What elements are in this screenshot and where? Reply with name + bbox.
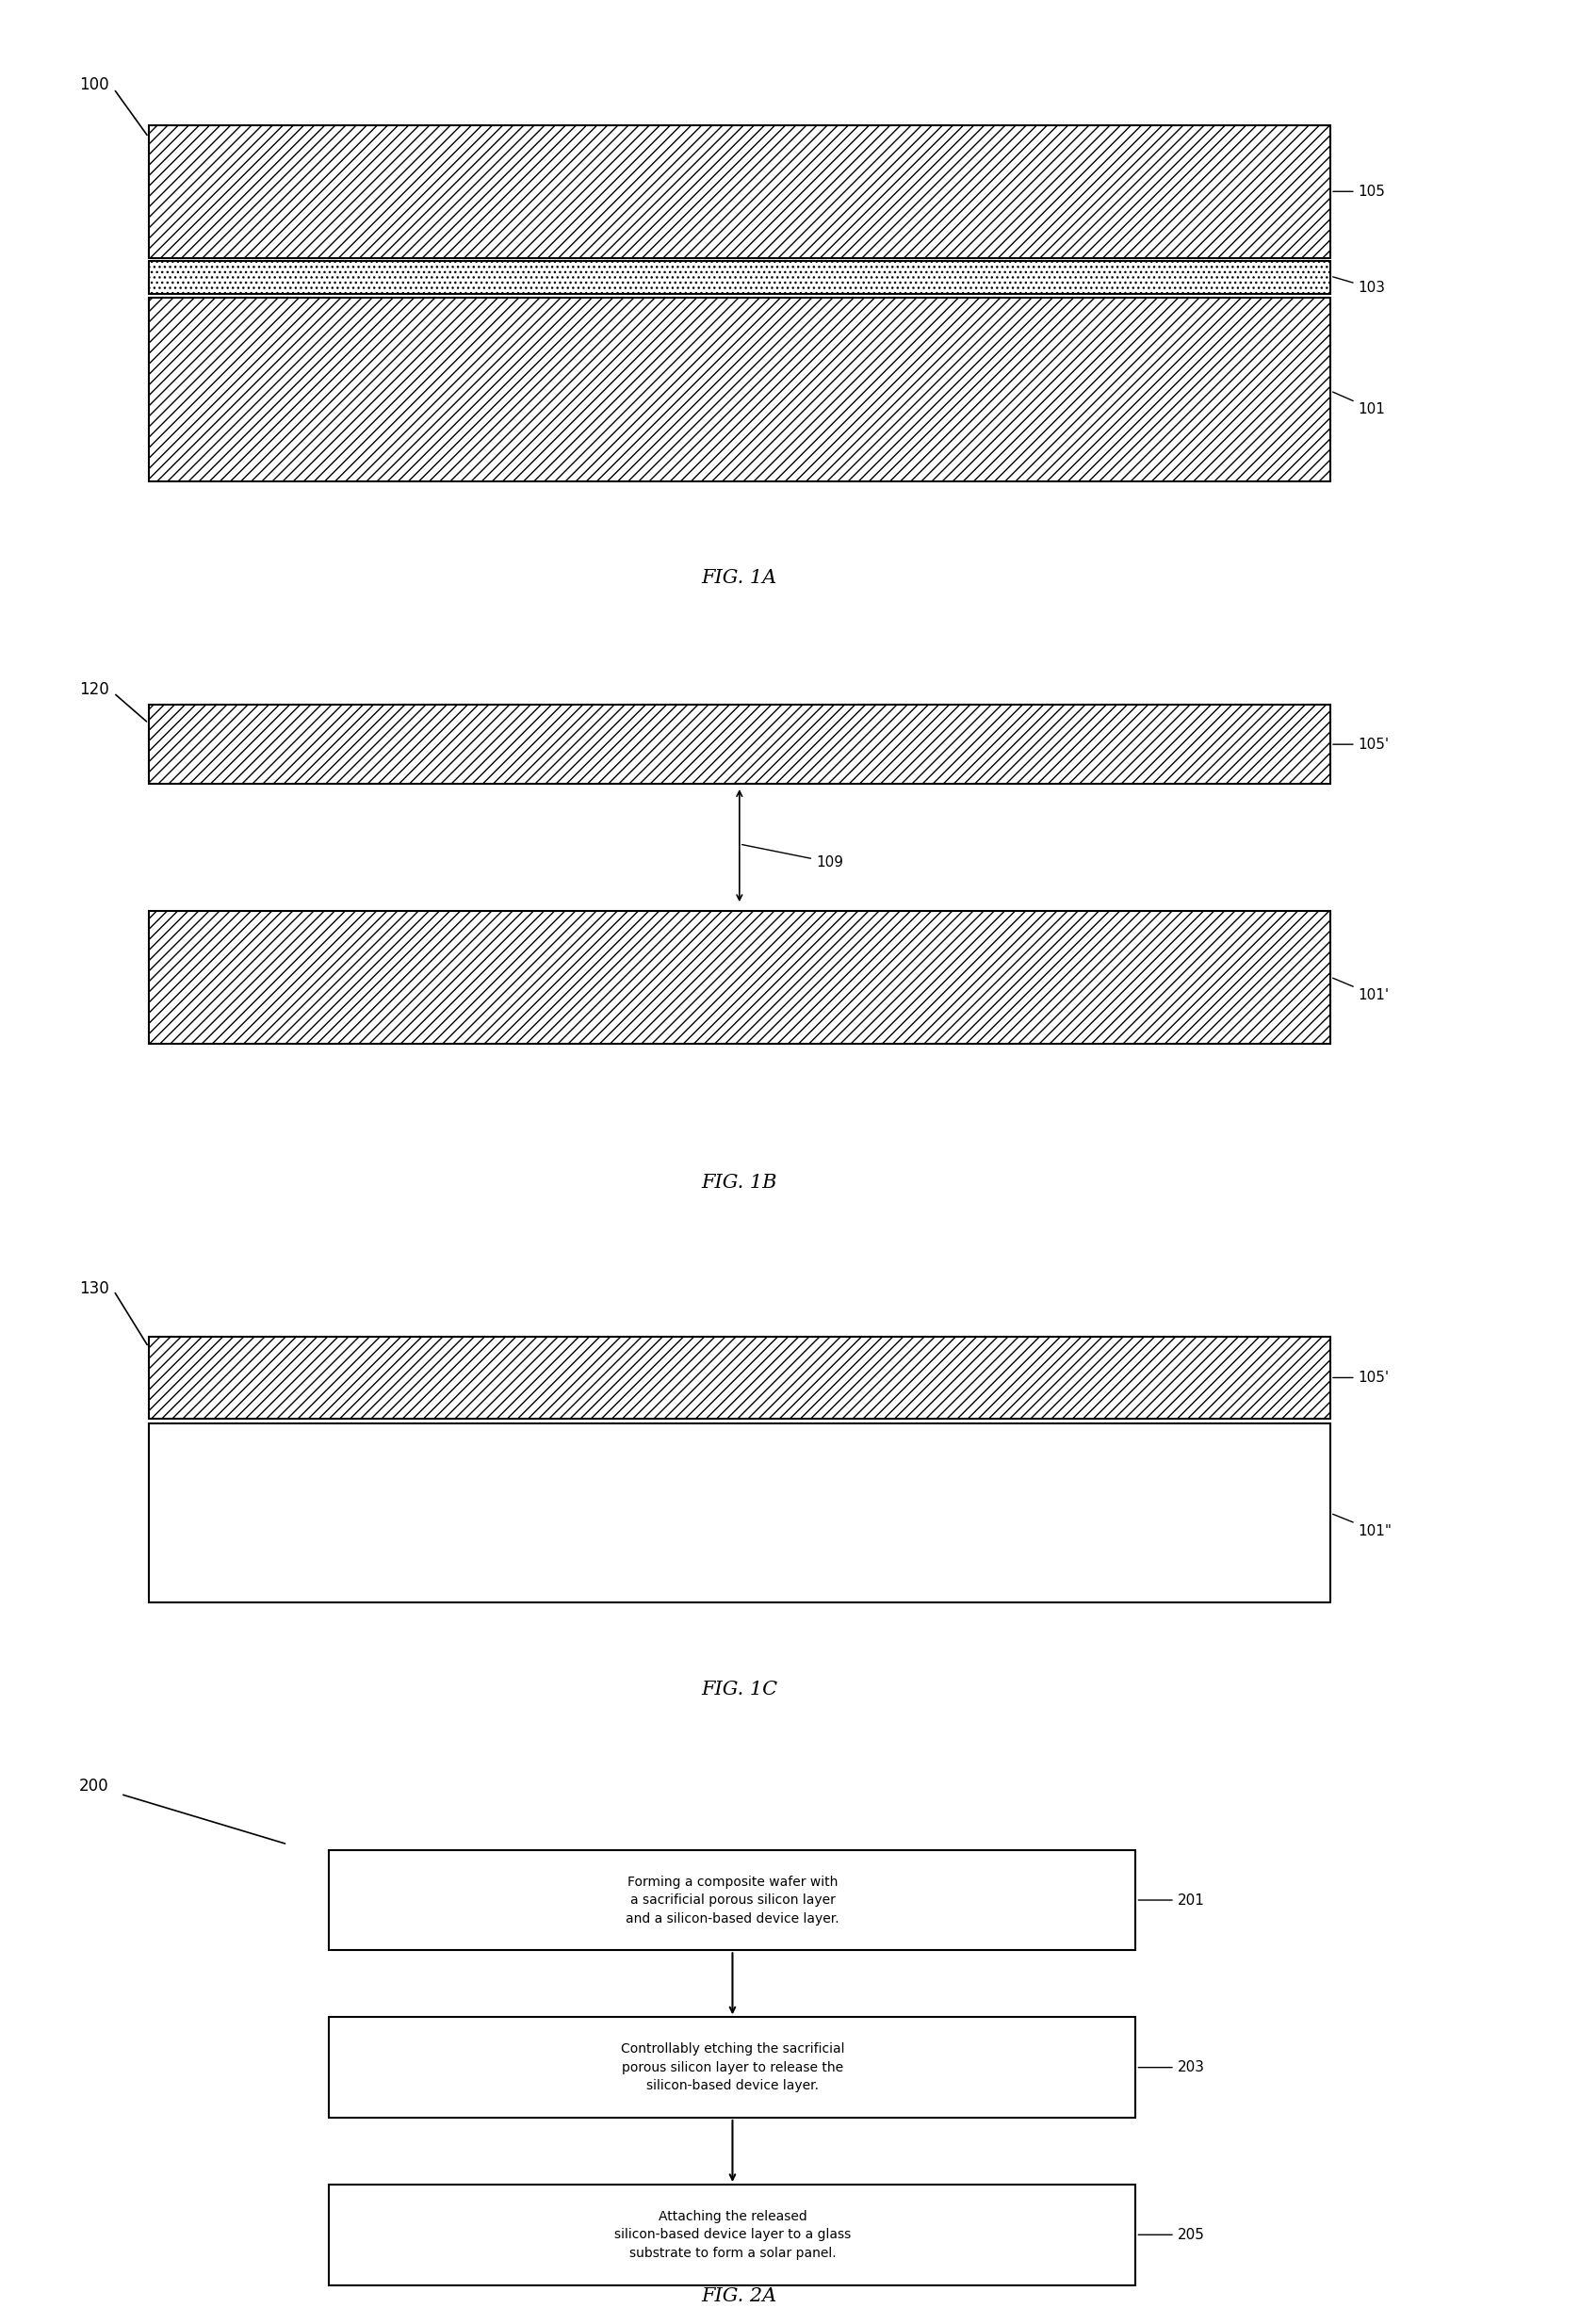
Bar: [149, 297, 1330, 481]
Bar: [149, 260, 1330, 295]
FancyBboxPatch shape: [329, 2017, 1136, 2117]
Bar: [149, 704, 1330, 783]
Text: 109: 109: [743, 844, 844, 869]
Text: 200: 200: [79, 1778, 109, 1794]
Text: 203: 203: [1138, 2061, 1204, 2075]
Text: 205: 205: [1138, 2229, 1204, 2243]
Text: 105': 105': [1334, 737, 1389, 751]
FancyBboxPatch shape: [329, 2185, 1136, 2284]
Bar: [149, 911, 1330, 1043]
Text: 201: 201: [1138, 1894, 1204, 1908]
Text: Forming a composite wafer with
a sacrificial porous silicon layer
and a silicon-: Forming a composite wafer with a sacrifi…: [626, 1875, 839, 1924]
Text: 103: 103: [1334, 277, 1386, 295]
Text: 101": 101": [1334, 1515, 1392, 1538]
Text: 105': 105': [1334, 1371, 1389, 1385]
Text: FIG. 1C: FIG. 1C: [702, 1680, 777, 1699]
Text: FIG. 1A: FIG. 1A: [702, 569, 777, 588]
Bar: [149, 1425, 1330, 1604]
Text: 130: 130: [79, 1281, 109, 1297]
Text: 100: 100: [79, 77, 109, 93]
Text: 105: 105: [1334, 184, 1386, 198]
Bar: [149, 125, 1330, 258]
Text: Controllably etching the sacrificial
porous silicon layer to release the
silicon: Controllably etching the sacrificial por…: [621, 2043, 844, 2092]
Text: Attaching the released
silicon-based device layer to a glass
substrate to form a: Attaching the released silicon-based dev…: [615, 2210, 852, 2259]
FancyBboxPatch shape: [329, 1850, 1136, 1950]
Text: FIG. 1B: FIG. 1B: [702, 1174, 777, 1192]
Text: 101: 101: [1334, 393, 1386, 416]
Text: FIG. 2A: FIG. 2A: [702, 2287, 777, 2305]
Bar: [149, 1336, 1330, 1418]
Text: 101': 101': [1334, 978, 1389, 1002]
Text: 120: 120: [79, 681, 109, 697]
